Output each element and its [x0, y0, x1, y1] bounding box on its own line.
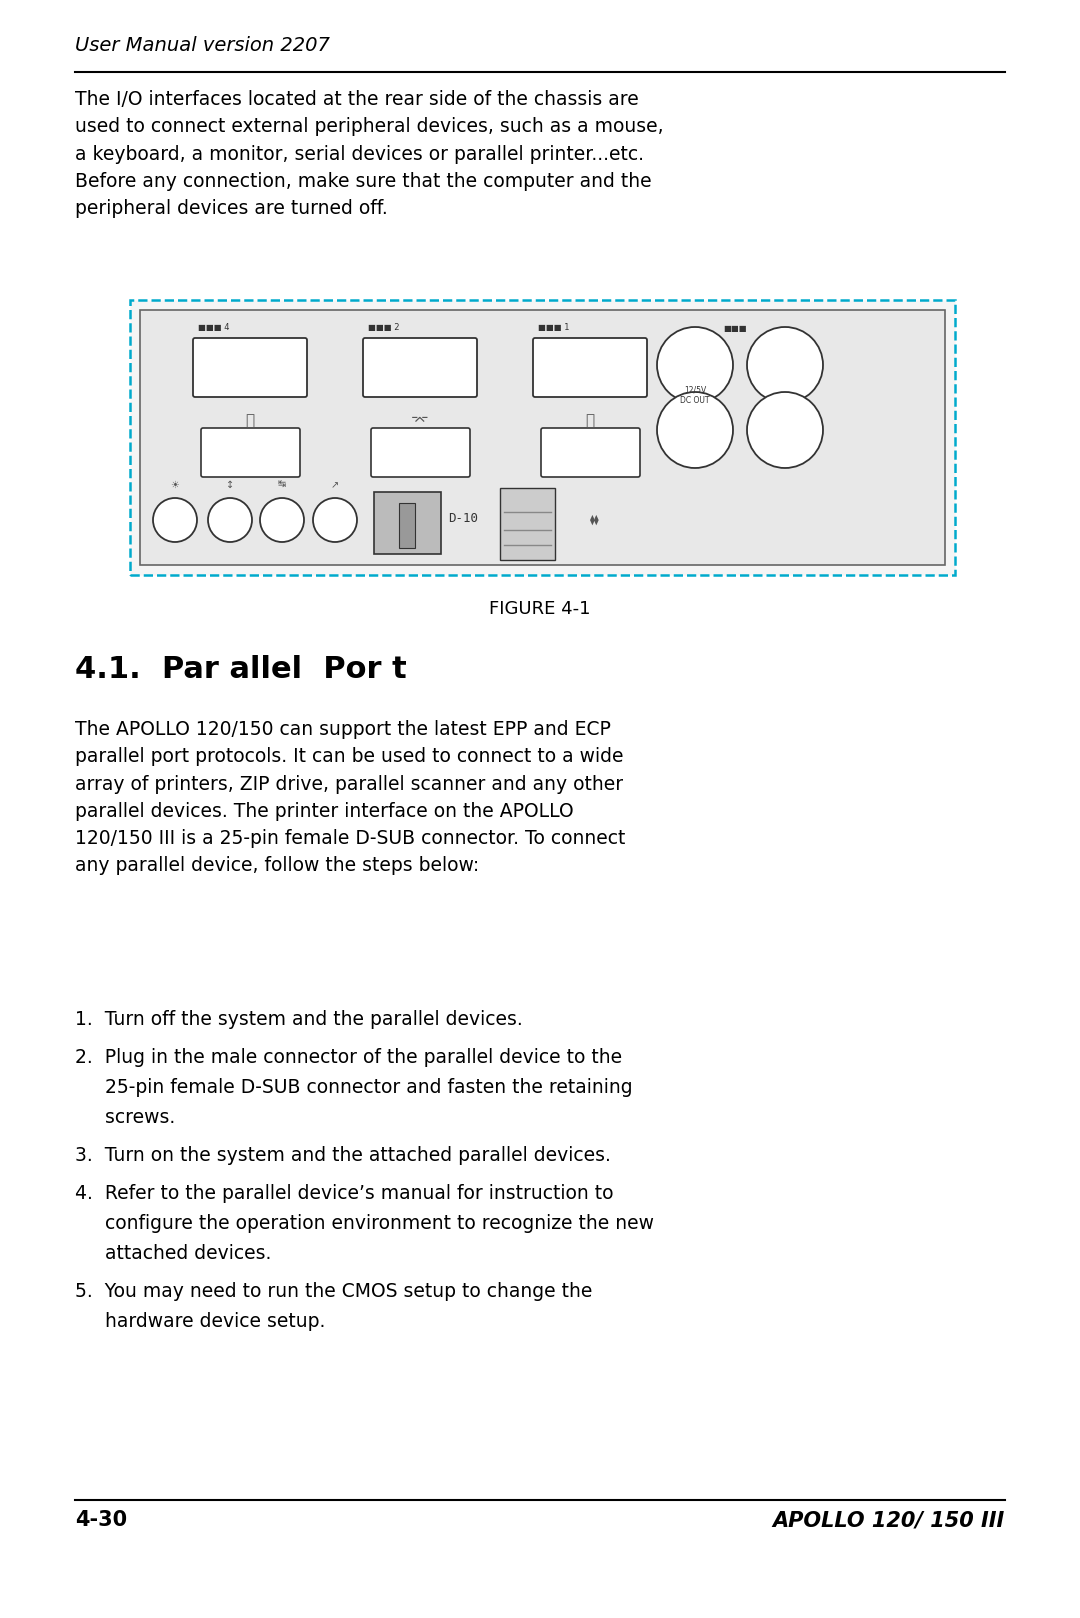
Circle shape	[313, 498, 357, 542]
Text: ■■■: ■■■	[724, 324, 746, 333]
Text: hardware device setup.: hardware device setup.	[75, 1312, 325, 1332]
Text: ■■■ 4: ■■■ 4	[198, 324, 229, 332]
Text: ↹: ↹	[278, 481, 286, 490]
FancyBboxPatch shape	[541, 429, 640, 477]
Circle shape	[657, 327, 733, 403]
Text: D-10: D-10	[448, 511, 478, 524]
Circle shape	[208, 498, 252, 542]
Circle shape	[657, 392, 733, 468]
FancyBboxPatch shape	[534, 338, 647, 396]
Text: ⧫⧫: ⧫⧫	[590, 515, 599, 526]
Circle shape	[260, 498, 303, 542]
Text: screws.: screws.	[75, 1108, 175, 1128]
FancyBboxPatch shape	[363, 338, 477, 396]
Text: ⌤: ⌤	[411, 413, 429, 429]
Circle shape	[153, 498, 197, 542]
Text: FIGURE 4-1: FIGURE 4-1	[489, 600, 591, 618]
FancyBboxPatch shape	[372, 429, 470, 477]
Text: ☀: ☀	[171, 481, 179, 490]
Text: 5.  You may need to run the CMOS setup to change the: 5. You may need to run the CMOS setup to…	[75, 1281, 592, 1301]
Text: ⎘: ⎘	[585, 413, 595, 429]
Text: ↗: ↗	[330, 481, 339, 490]
Circle shape	[747, 327, 823, 403]
Text: The I/O interfaces located at the rear side of the chassis are
used to connect e: The I/O interfaces located at the rear s…	[75, 91, 663, 218]
Text: 4-30: 4-30	[75, 1510, 127, 1531]
Text: ↕: ↕	[226, 481, 234, 490]
FancyBboxPatch shape	[201, 429, 300, 477]
Text: 4.1.  Par allel  Por t: 4.1. Par allel Por t	[75, 655, 407, 684]
Text: 25-pin female D-SUB connector and fasten the retaining: 25-pin female D-SUB connector and fasten…	[75, 1078, 633, 1097]
FancyBboxPatch shape	[193, 338, 307, 396]
Bar	[130, 299, 955, 574]
Text: User Manual version 2207: User Manual version 2207	[75, 36, 329, 55]
Text: 1.  Turn off the system and the parallel devices.: 1. Turn off the system and the parallel …	[75, 1010, 523, 1029]
Text: 4.  Refer to the parallel device’s manual for instruction to: 4. Refer to the parallel device’s manual…	[75, 1184, 613, 1204]
Circle shape	[747, 392, 823, 468]
Text: The APOLLO 120/150 can support the latest EPP and ECP
parallel port protocols. I: The APOLLO 120/150 can support the lates…	[75, 720, 625, 875]
Text: 2.  Plug in the male connector of the parallel device to the: 2. Plug in the male connector of the par…	[75, 1048, 622, 1066]
Bar	[140, 311, 945, 565]
Text: APOLLO 120/ 150 III: APOLLO 120/ 150 III	[773, 1510, 1005, 1531]
Bar	[399, 503, 415, 549]
Text: attached devices.: attached devices.	[75, 1244, 271, 1264]
Text: 12/5V
DC OUT: 12/5V DC OUT	[680, 385, 710, 404]
Text: ⎙: ⎙	[245, 413, 255, 429]
Text: 3.  Turn on the system and the attached parallel devices.: 3. Turn on the system and the attached p…	[75, 1146, 611, 1165]
Text: ■■■ 2: ■■■ 2	[368, 324, 400, 332]
FancyBboxPatch shape	[374, 492, 441, 553]
Text: ■■■ 1: ■■■ 1	[538, 324, 569, 332]
Text: configure the operation environment to recognize the new: configure the operation environment to r…	[75, 1214, 654, 1233]
Bar	[500, 489, 555, 560]
